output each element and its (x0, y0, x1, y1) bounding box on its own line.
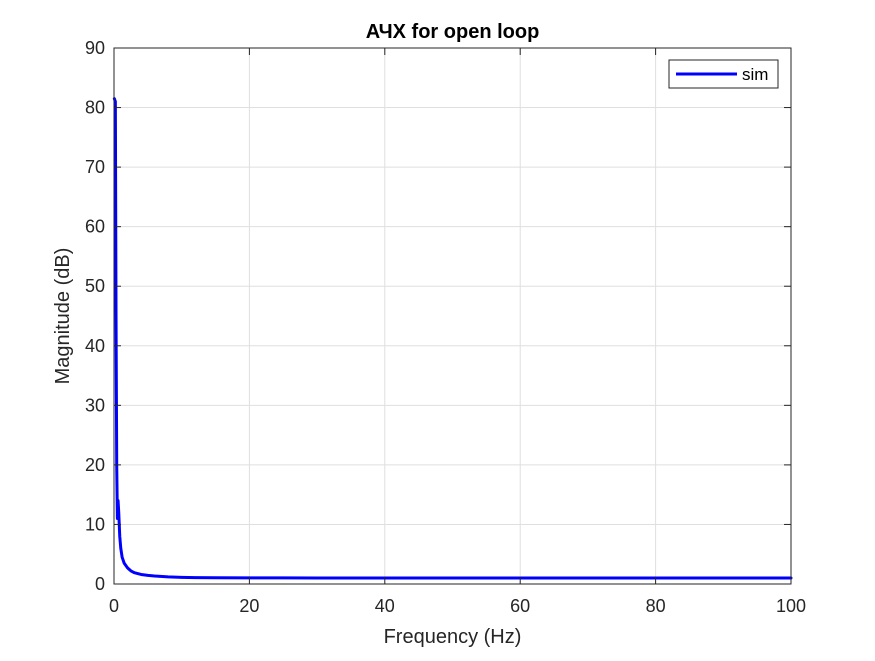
y-tick-label: 10 (85, 514, 105, 534)
legend[interactable]: sim (668, 59, 779, 89)
labels: 0 20 40 60 80 100 0 10 20 30 40 50 60 70 80 90 АЧХ for o… (52, 21, 806, 648)
grid (113, 47, 792, 585)
x-tick-label: 20 (239, 596, 259, 616)
y-tick-label: 20 (85, 455, 105, 475)
y-tick-label: 90 (85, 38, 105, 58)
x-tick-label: 0 (109, 596, 119, 616)
y-tick-label: 0 (95, 574, 105, 594)
x-tick-label: 40 (375, 596, 395, 616)
x-axis-label: Frequency (Hz) (384, 626, 522, 648)
y-tick-label: 40 (85, 336, 105, 356)
x-tick-label: 100 (776, 596, 806, 616)
y-tick-label: 80 (85, 98, 105, 118)
y-tick-label: 60 (85, 217, 105, 237)
plot-area (112, 97, 793, 580)
legend-label-sim: sim (742, 65, 768, 84)
y-tick-label: 50 (85, 276, 105, 296)
y-axis-label: Magnitude (dB) (52, 248, 74, 385)
y-tick-label: 70 (85, 157, 105, 177)
axes (113, 47, 792, 585)
y-tick-label: 30 (85, 395, 105, 415)
x-tick-label: 80 (646, 596, 666, 616)
x-tick-label: 60 (510, 596, 530, 616)
plot-background (114, 48, 791, 584)
series-line-sim (112, 97, 793, 580)
axes-box (113, 47, 792, 585)
chart-title: АЧХ for open loop (366, 21, 540, 43)
